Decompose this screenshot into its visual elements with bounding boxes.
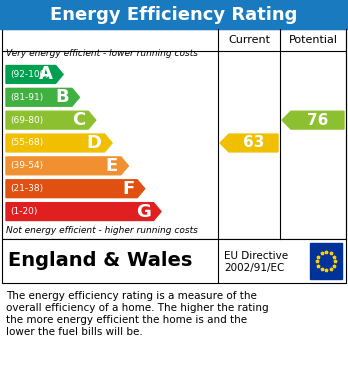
Polygon shape <box>220 134 278 152</box>
Text: Potential: Potential <box>288 35 338 45</box>
Text: 76: 76 <box>307 113 328 127</box>
Text: Very energy efficient - lower running costs: Very energy efficient - lower running co… <box>6 49 198 58</box>
Text: D: D <box>87 134 102 152</box>
Text: (81-91): (81-91) <box>10 93 43 102</box>
Polygon shape <box>6 134 112 152</box>
Text: Not energy efficient - higher running costs: Not energy efficient - higher running co… <box>6 226 198 235</box>
Text: the more energy efficient the home is and the: the more energy efficient the home is an… <box>6 315 247 325</box>
Text: overall efficiency of a home. The higher the rating: overall efficiency of a home. The higher… <box>6 303 269 313</box>
Text: (55-68): (55-68) <box>10 138 43 147</box>
Text: England & Wales: England & Wales <box>8 251 192 271</box>
Polygon shape <box>6 88 79 106</box>
Text: EU Directive: EU Directive <box>224 251 288 261</box>
Text: A: A <box>39 65 53 83</box>
Polygon shape <box>6 203 161 221</box>
Text: (92-100): (92-100) <box>10 70 49 79</box>
Bar <box>310 243 342 279</box>
Text: 2002/91/EC: 2002/91/EC <box>224 263 284 273</box>
Text: (1-20): (1-20) <box>10 207 37 216</box>
Text: (69-80): (69-80) <box>10 116 43 125</box>
Text: (39-54): (39-54) <box>10 161 43 170</box>
Text: F: F <box>122 180 134 198</box>
Polygon shape <box>282 111 344 129</box>
Bar <box>2 29 346 239</box>
Text: 63: 63 <box>243 136 264 151</box>
Text: C: C <box>72 111 85 129</box>
Bar <box>2 239 346 283</box>
Text: Current: Current <box>228 35 270 45</box>
Text: G: G <box>136 203 151 221</box>
Polygon shape <box>6 180 145 197</box>
Polygon shape <box>6 111 96 129</box>
Polygon shape <box>6 66 63 83</box>
Polygon shape <box>6 157 128 175</box>
Text: The energy efficiency rating is a measure of the: The energy efficiency rating is a measur… <box>6 291 257 301</box>
Text: E: E <box>106 157 118 175</box>
Text: (21-38): (21-38) <box>10 184 43 193</box>
Text: lower the fuel bills will be.: lower the fuel bills will be. <box>6 327 143 337</box>
Text: Energy Efficiency Rating: Energy Efficiency Rating <box>50 5 298 23</box>
Text: B: B <box>55 88 69 106</box>
Bar <box>0 0 348 29</box>
